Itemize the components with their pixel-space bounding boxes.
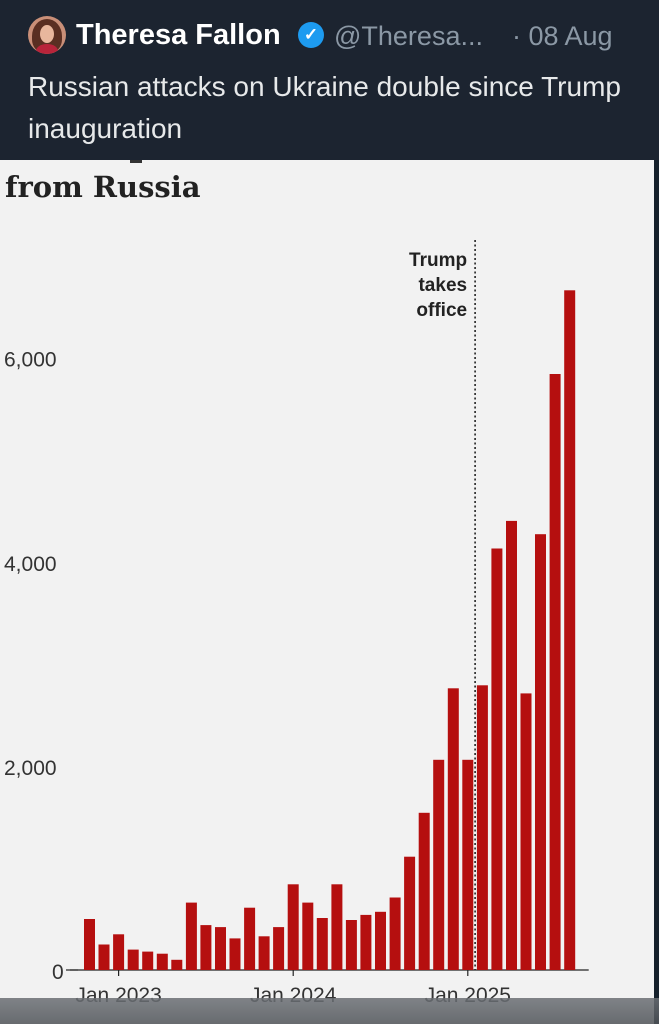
annotation-line: Trump: [409, 250, 467, 271]
chart-image[interactable]: from Russia 0 2,000 4,000 6,000 Jan 2023 Jan …: [0, 160, 654, 1024]
bottom-shade: [0, 998, 659, 1024]
tweet-date[interactable]: · 08 Aug: [512, 21, 613, 51]
bar: [156, 953, 168, 970]
verified-badge-icon: ✓: [298, 22, 324, 48]
bar: [520, 693, 532, 970]
bar: [316, 918, 328, 970]
bar: [331, 884, 343, 970]
bar: [258, 936, 270, 970]
bar: [535, 534, 546, 970]
bar: [345, 920, 357, 970]
bar: [229, 938, 241, 970]
bar: [185, 902, 197, 970]
bar: [171, 959, 183, 970]
bar: [84, 919, 95, 970]
bar: [200, 925, 212, 970]
author-name[interactable]: Theresa Fallon: [76, 19, 281, 51]
avatar-shirt: [36, 44, 58, 54]
annotation-line: office: [416, 300, 467, 321]
avatar-face: [40, 25, 54, 43]
bar: [273, 927, 285, 970]
bar: [564, 290, 576, 970]
y-tick-label: 0: [52, 961, 64, 984]
bar: [462, 759, 474, 970]
tweet-text: Russian attacks on Ukraine double since …: [28, 71, 621, 144]
chart-title: from Russia: [5, 170, 201, 204]
bar: [360, 914, 372, 970]
bar: [418, 812, 430, 970]
bar: [389, 897, 401, 970]
bar: [476, 685, 488, 970]
bar: [375, 911, 386, 970]
y-tick-label: 2,000: [4, 757, 57, 780]
clipped-title-fragment: [130, 160, 142, 163]
tweet-header: Theresa Fallon ✓ @Theresa... · 08 Aug Ru…: [0, 0, 659, 160]
bar: [287, 884, 299, 970]
bar: [127, 949, 139, 970]
bar: [447, 688, 459, 970]
bar: [98, 944, 110, 970]
bar: [302, 902, 314, 970]
avatar[interactable]: [28, 16, 66, 54]
bar: [215, 927, 226, 970]
annotation-line: takes: [418, 275, 467, 296]
bar: [506, 520, 517, 970]
bar: [142, 951, 154, 970]
y-tick-label: 4,000: [4, 553, 57, 576]
bar: [404, 856, 416, 970]
bar: [433, 759, 445, 970]
bar: [549, 374, 561, 970]
author-handle[interactable]: @Theresa...: [334, 21, 483, 51]
bar: [244, 907, 256, 970]
y-tick-label: 6,000: [4, 349, 57, 372]
bar: [113, 934, 125, 970]
bar: [491, 548, 503, 970]
